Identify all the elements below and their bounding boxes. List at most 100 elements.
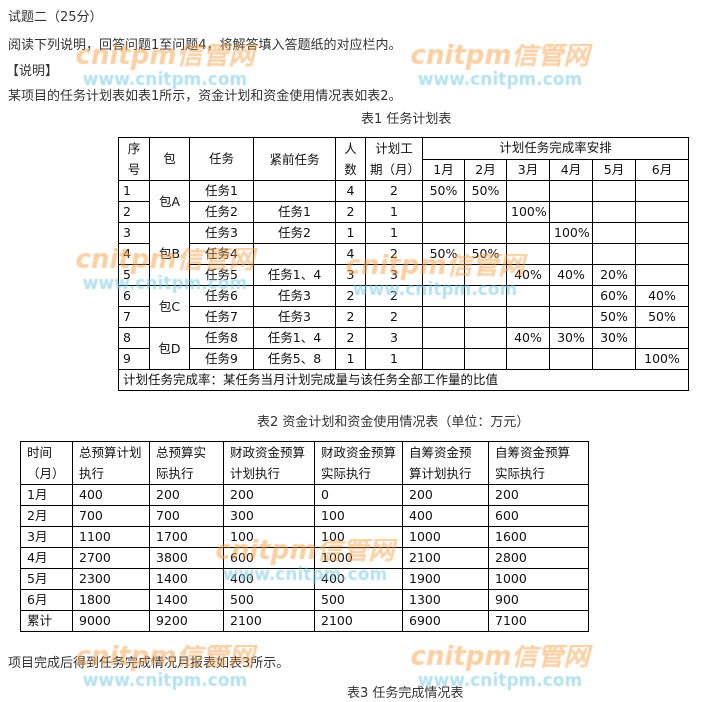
people-cell: 2 bbox=[335, 306, 366, 328]
completion-rate-cell: 50% bbox=[592, 306, 636, 328]
completion-rate-cell: 50% bbox=[464, 180, 507, 202]
completion-rate-cell bbox=[464, 327, 507, 349]
seq-cell: 2 bbox=[118, 201, 150, 223]
table-cell: 100 bbox=[314, 526, 403, 548]
table-cell: 9000 bbox=[72, 610, 150, 632]
seq-cell: 9 bbox=[118, 348, 150, 370]
table-cell: 2100 bbox=[402, 547, 489, 569]
table-cell: 5月 bbox=[20, 568, 73, 590]
duration-cell: 2 bbox=[365, 180, 423, 202]
table-row: 8 包D 任务8 任务1、4 2 3 40% 30% 30% bbox=[118, 327, 690, 370]
table-cell: 500 bbox=[223, 589, 315, 611]
section-label: 【说明】 bbox=[6, 64, 59, 79]
completion-rate-cell bbox=[506, 285, 550, 307]
table-note: 计划任务完成率：某任务当月计划完成量与该任务全部工作量的比值 bbox=[117, 369, 690, 391]
table3-caption: 表3 任务完成情况表 bbox=[347, 686, 464, 701]
completion-rate-cell bbox=[464, 201, 507, 223]
predecessor-cell: 任务1、4 bbox=[253, 327, 336, 349]
completion-rate-cell bbox=[422, 222, 465, 244]
completion-rate-cell: 30% bbox=[549, 327, 593, 349]
header-cell: 紧前任务 bbox=[253, 137, 336, 181]
completion-rate-cell: 100% bbox=[634, 348, 690, 370]
header-cell: 总预算计划执行 bbox=[72, 441, 150, 485]
table-cell: 2100 bbox=[223, 610, 315, 632]
fund-usage-table: 时间（月） 总预算计划执行 总预算实际执行 财政资金预算计划执行 财政资金预算实际执行自… bbox=[20, 441, 589, 632]
table-cell: 1600 bbox=[488, 526, 589, 548]
table-cell: 400 bbox=[223, 568, 315, 590]
task-plan-table: 序号包任务 紧前任务 人数 计划工期（月） 计划任务完成率安排 1月 2月 3月 4月 5月 6月 1… bbox=[117, 137, 690, 391]
table-note-row: 计划任务完成率：某任务当月计划完成量与该任务全部工作量的比值 bbox=[117, 369, 690, 391]
predecessor-cell bbox=[253, 180, 336, 202]
completion-rate-cell bbox=[549, 180, 593, 202]
people-cell: 2 bbox=[335, 201, 366, 223]
duration-cell: 1 bbox=[365, 348, 423, 370]
table-row: 1月 400 200 200 0 200 200 bbox=[20, 484, 589, 506]
table-cell: 2月 bbox=[20, 505, 73, 527]
month-header-cell: 6月 bbox=[634, 158, 690, 181]
predecessor-cell: 任务3 bbox=[253, 306, 336, 328]
table-row: 累计 9000 9200 2100 2100 6900 7100 bbox=[20, 610, 589, 632]
table-cell: 200 bbox=[402, 484, 489, 506]
completion-rate-cell bbox=[464, 264, 507, 286]
table-cell: 200 bbox=[488, 484, 589, 506]
package-cell: 包B bbox=[149, 222, 190, 286]
table-cell: 300 bbox=[223, 505, 315, 527]
header-cell: 人数 bbox=[335, 137, 366, 181]
month-header-cell: 5月 bbox=[592, 158, 636, 181]
task-cell: 任务2 bbox=[189, 201, 254, 223]
completion-rate-cell: 50% bbox=[422, 180, 465, 202]
completion-rate-cell bbox=[506, 306, 550, 328]
table-cell: 1300 bbox=[402, 589, 489, 611]
completion-rate-cell bbox=[464, 285, 507, 307]
completion-rate-cell: 50% bbox=[634, 306, 690, 328]
question-title: 试题二（25分） bbox=[8, 10, 103, 25]
table-cell: 1月 bbox=[20, 484, 73, 506]
table-cell: 2100 bbox=[314, 610, 403, 632]
header-cell: 财政资金预算实际执行 bbox=[314, 441, 403, 485]
table-row: 9 任务9 任务5、8 1 1 100% bbox=[118, 348, 690, 370]
completion-rate-cell bbox=[422, 327, 465, 349]
task-cell: 任务3 bbox=[189, 222, 254, 244]
duration-cell: 3 bbox=[365, 327, 423, 349]
completion-rate-cell: 100% bbox=[549, 222, 593, 244]
month-header-cell: 2月 bbox=[464, 158, 507, 181]
completion-rate-cell: 40% bbox=[634, 285, 690, 307]
completion-rate-cell bbox=[634, 201, 690, 223]
seq-cell: 4 bbox=[118, 243, 150, 265]
people-cell: 1 bbox=[335, 348, 366, 370]
table-cell: 7100 bbox=[488, 610, 589, 632]
predecessor-cell bbox=[253, 243, 336, 265]
seq-cell: 6 bbox=[118, 285, 150, 307]
people-cell: 3 bbox=[335, 264, 366, 286]
completion-rate-cell bbox=[592, 201, 636, 223]
table-row: 5月 2300 1400 400 400 1900 1000 bbox=[20, 568, 589, 590]
predecessor-cell: 任务1 bbox=[253, 201, 336, 223]
people-cell: 2 bbox=[335, 285, 366, 307]
table-cell: 400 bbox=[314, 568, 403, 590]
task-cell: 任务8 bbox=[189, 327, 254, 349]
completion-rate-cell bbox=[422, 201, 465, 223]
completion-rate-cell: 40% bbox=[549, 264, 593, 286]
table-cell: 600 bbox=[223, 547, 315, 569]
table-row: 3 包B 任务3 任务2 1 1 100% bbox=[118, 222, 690, 286]
table-cell: 6900 bbox=[402, 610, 489, 632]
task-cell: 任务5 bbox=[189, 264, 254, 286]
table-row: 1 包A 任务1 4 2 50% 50% bbox=[118, 180, 690, 223]
completion-rate-cell bbox=[634, 264, 690, 286]
table-cell: 1000 bbox=[314, 547, 403, 569]
duration-cell: 2 bbox=[365, 306, 423, 328]
people-cell: 4 bbox=[335, 243, 366, 265]
completion-rate-cell bbox=[592, 243, 636, 265]
table-cell: 500 bbox=[314, 589, 403, 611]
predecessor-cell: 任务2 bbox=[253, 222, 336, 244]
seq-cell: 3 bbox=[118, 222, 150, 244]
completion-rate-cell bbox=[549, 306, 593, 328]
completion-rate-cell: 40% bbox=[506, 327, 550, 349]
duration-cell: 2 bbox=[365, 243, 423, 265]
watermark-logo bbox=[400, 44, 600, 92]
seq-cell: 8 bbox=[118, 327, 150, 349]
table-cell: 累计 bbox=[20, 610, 73, 632]
completion-rate-cell: 30% bbox=[592, 327, 636, 349]
duration-cell: 3 bbox=[365, 264, 423, 286]
